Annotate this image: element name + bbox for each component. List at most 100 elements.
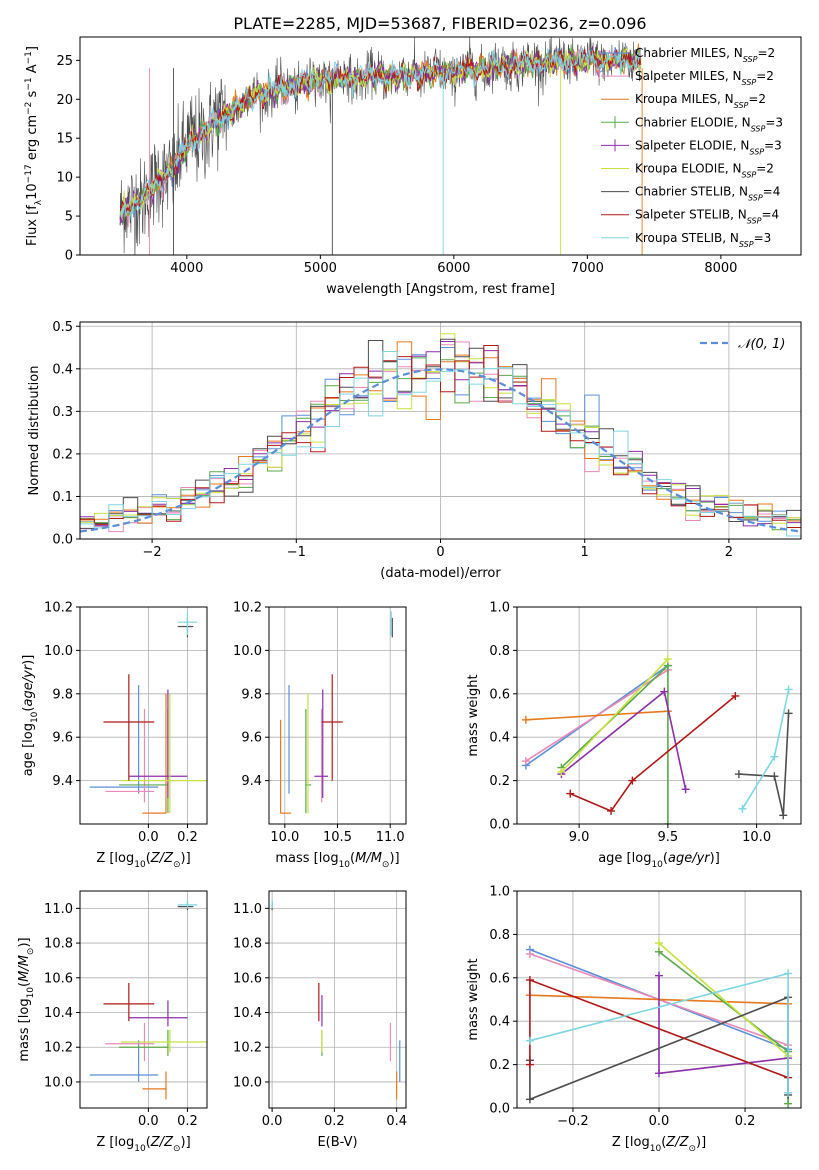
panel-spectrum: 4000 5000 6000 7000 8000 0 5 10 15 20 25 wavelength… xyxy=(24,36,802,297)
y-tick-label: 10.6 xyxy=(44,971,73,986)
y-tick-label: 10.8 xyxy=(233,937,262,952)
weight-line-salpeter_stelib xyxy=(569,695,736,812)
weight-marker-salpeter_elodie xyxy=(655,971,663,980)
weight-marker-kroupa_miles xyxy=(521,715,530,724)
y-tick-label: 10.6 xyxy=(233,971,262,986)
axes-frame xyxy=(79,890,208,1109)
y-tick-label: 0 xyxy=(65,249,73,264)
y-tick-label: 5 xyxy=(65,210,73,225)
x-tick-label: 10.0 xyxy=(742,830,771,845)
errorbar-salpeter_stelib xyxy=(321,674,343,781)
y-tick-label: 0.2 xyxy=(489,774,510,789)
weight-marker-chabrier_stelib xyxy=(734,770,743,779)
weight-marker-chabrier_stelib xyxy=(770,772,779,781)
weight-marker-salpeter_stelib xyxy=(566,789,575,798)
y-tick-label: 9.4 xyxy=(52,774,73,789)
weight-marker-salpeter_stelib xyxy=(628,776,637,785)
x-tick-label: 0.2 xyxy=(177,1114,198,1129)
legend-label-salpeter_miles: Salpeter MILES, NSSP=2 xyxy=(635,69,774,87)
panel-weight_vs_age: 9.0 9.5 10.0 0.0 0.2 0.4 0.6 0.8 1.0 age [log10(a… xyxy=(466,601,802,870)
grid xyxy=(269,891,406,1108)
weight-line-kroupa_miles xyxy=(525,710,668,721)
weight-marker-salpeter_stelib xyxy=(525,975,534,984)
weight-marker-salpeter_stelib xyxy=(525,1060,534,1069)
plot-area xyxy=(119,37,643,255)
panel-mass_vs_Z: 0.0 0.2 10.0 10.2 10.4 10.6 10.8 11.0 Z [log10(Z… xyxy=(17,890,208,1154)
y-tick-label: 0.0 xyxy=(489,818,510,833)
legend-label-chabrier_miles: Chabrier MILES, NSSP=2 xyxy=(635,46,775,64)
x-tick-label: 0.0 xyxy=(138,1114,159,1129)
weight-line-chabrier_elodie xyxy=(658,951,789,1104)
figure-title: PLATE=2285, MJD=53687, FIBERID=0236, z=0… xyxy=(233,14,646,33)
y-tick-label: 10.2 xyxy=(44,1041,73,1056)
x-tick-label: 7000 xyxy=(571,261,604,276)
weight-marker-kroupa_stelib xyxy=(784,685,793,694)
weight-marker-salpeter_elodie xyxy=(681,785,690,794)
x-tick-label: 0.0 xyxy=(138,830,159,845)
x-tick-label: 0.0 xyxy=(262,1114,283,1129)
y-tick-label: 10.0 xyxy=(233,1075,262,1090)
x-axis-label: Z [log10(Z/Z⊙)] xyxy=(612,1135,706,1154)
x-axis-label: mass [log10(M/M⊙)] xyxy=(275,851,399,870)
weight-marker-kroupa_stelib xyxy=(738,804,747,813)
y-tick-label: 9.6 xyxy=(52,731,73,746)
y-axis-label: mass [log10(M/M⊙)] xyxy=(17,937,36,1061)
errorbar-chabrier_elodie xyxy=(119,708,169,814)
y-tick-label: 1.0 xyxy=(489,885,510,900)
panel-residuals: −2 −1 0 1 2 0.0 0.1 0.2 0.3 0.4 0.5 (data-model)/er… xyxy=(27,320,802,581)
weight-marker-salpeter_stelib xyxy=(607,806,616,815)
y-tick-label: 9.6 xyxy=(241,731,262,746)
axes-frame xyxy=(516,606,802,825)
errorbar-kroupa_miles xyxy=(279,719,292,814)
y-tick-label: 0.2 xyxy=(489,1058,510,1073)
grid xyxy=(269,606,406,824)
x-axis-label: E(B-V) xyxy=(317,1135,357,1150)
axes: 10.0 10.5 11.0 9.4 9.6 9.8 10.0 10.2 mass [log10… xyxy=(233,601,407,870)
y-tick-label: 20 xyxy=(56,93,73,108)
x-tick-label: 6000 xyxy=(437,261,470,276)
panel-weight_vs_Z: −0.2 0.0 0.2 0.0 0.2 0.4 0.6 0.8 1.0 Z [log10(Z/Z… xyxy=(466,885,802,1154)
y-tick-label: 10.0 xyxy=(44,644,73,659)
weight-marker-kroupa_elodie xyxy=(663,655,672,664)
spectrum-line-chabrier_elodie xyxy=(119,44,642,226)
y-tick-label: 0.6 xyxy=(489,971,510,986)
y-tick-label: 25 xyxy=(56,54,73,69)
errorbar-kroupa_elodie xyxy=(121,1029,207,1053)
x-tick-label: 11.0 xyxy=(376,830,405,845)
weight-marker-chabrier_elodie xyxy=(663,820,672,824)
errorbar-chabrier_elodie xyxy=(119,1029,169,1056)
spectrum-line-kroupa_stelib xyxy=(119,47,642,221)
axes-frame xyxy=(268,890,407,1109)
weight-marker-kroupa_elodie xyxy=(655,939,663,948)
plot-area xyxy=(525,939,793,1108)
x-tick-label: 9.5 xyxy=(658,830,679,845)
y-axis-label: mass weight xyxy=(466,958,481,1040)
y-tick-label: 10.8 xyxy=(44,937,73,952)
weight-marker-salpeter_miles xyxy=(525,949,534,958)
x-tick-label: 1 xyxy=(581,545,589,560)
y-tick-label: 15 xyxy=(56,132,73,147)
x-tick-label: 10.0 xyxy=(270,830,299,845)
legend-label-salpeter_stelib: Salpeter STELIB, NSSP=4 xyxy=(635,208,779,226)
x-tick-label: 0.4 xyxy=(386,1114,407,1129)
y-tick-label: 0.4 xyxy=(489,731,510,746)
y-tick-label: 1.0 xyxy=(489,601,510,616)
plot-area xyxy=(521,655,793,824)
legend-label-kroupa_miles: Kroupa MILES, NSSP=2 xyxy=(635,92,766,110)
errorbar-salpeter_stelib xyxy=(103,674,155,781)
errorbar-kroupa_stelib xyxy=(177,899,198,909)
legend-label-salpeter_elodie: Salpeter ELODIE, NSSP=3 xyxy=(635,138,782,156)
panel-mass_vs_ebv: 0.0 0.2 0.4 10.0 10.2 10.4 10.6 10.8 11.0 E(B-V) xyxy=(233,890,407,1150)
panel-age_vs_mass: 10.0 10.5 11.0 9.4 9.6 9.8 10.0 10.2 mass [log10… xyxy=(233,601,407,870)
weight-marker-chabrier_stelib xyxy=(784,709,793,718)
normal-curve xyxy=(80,368,801,533)
errorbar-chabrier_miles xyxy=(89,1040,159,1082)
axes: 9.0 9.5 10.0 0.0 0.2 0.4 0.6 0.8 1.0 age [log10(a… xyxy=(466,601,802,870)
weight-marker-chabrier_stelib xyxy=(779,811,788,820)
x-tick-label: 10.5 xyxy=(323,830,352,845)
x-axis-label: Z [log10(Z/Z⊙)] xyxy=(96,1135,190,1154)
x-tick-label: 2 xyxy=(725,545,733,560)
y-tick-label: 10.0 xyxy=(44,1075,73,1090)
y-axis-label: Flux [fλ10−17 erg cm−2 s−1 A−1] xyxy=(24,46,44,246)
y-tick-label: 10.2 xyxy=(233,601,262,616)
